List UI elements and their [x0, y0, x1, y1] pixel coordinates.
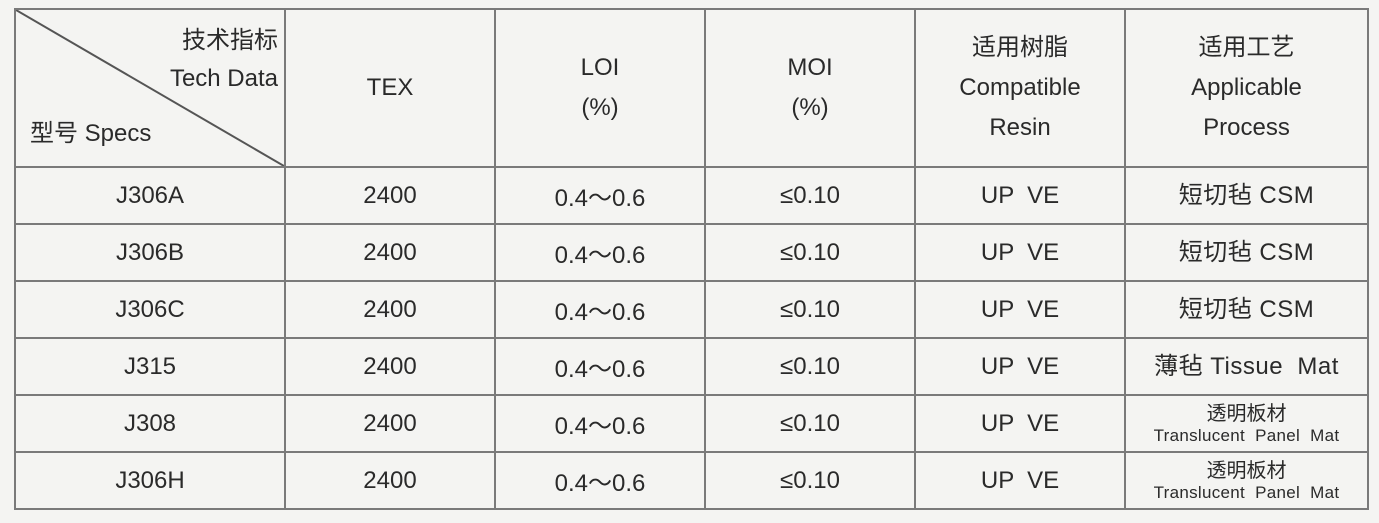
loi-cell: 0.4～0.6 [494, 223, 706, 282]
tech-data-zh: 技术指标 [182, 27, 278, 54]
table-row: J308 2400 0.4～0.6 ≤0.10 UP VE 透明板材 Trans… [14, 394, 1369, 453]
tech-data-label: 技术指标 Tech Data [170, 22, 278, 98]
loi-cell: 0.4～0.6 [494, 337, 706, 396]
resin-cell: UP VE [914, 280, 1126, 339]
moi-cell: ≤0.10 [704, 451, 916, 510]
corner-header-cell: 技术指标 Tech Data 型号 Specs [14, 8, 286, 168]
diagonal-divider [16, 10, 284, 166]
resin-en1: Compatible [959, 74, 1081, 101]
process-en-text: Translucent Panel Mat [1153, 482, 1340, 502]
spec-cell: J306B [14, 223, 286, 282]
process-zh-text: 透明板材 [1206, 459, 1287, 482]
resin-zh: 适用树脂 [972, 34, 1068, 61]
tex-header: TEX [284, 8, 496, 168]
moi-cell: ≤0.10 [704, 166, 916, 225]
table-row: J306C 2400 0.4～0.6 ≤0.10 UP VE 短切毡 CSM [14, 280, 1369, 339]
resin-cell: UP VE [914, 394, 1126, 453]
loi-label: LOI [580, 54, 620, 81]
loi-cell: 0.4～0.6 [494, 394, 706, 453]
loi-cell: 0.4～0.6 [494, 451, 706, 510]
resin-cell: UP VE [914, 337, 1126, 396]
tex-cell: 2400 [284, 337, 496, 396]
moi-label: MOI [787, 54, 833, 81]
moi-header: MOI (%) [704, 8, 916, 168]
specs-label: 型号 Specs [30, 120, 152, 147]
process-cell: 短切毡 CSM [1124, 223, 1369, 282]
tech-data-en: Tech Data [169, 65, 278, 92]
table-row: J306B 2400 0.4～0.6 ≤0.10 UP VE 短切毡 CSM [14, 223, 1369, 282]
process-cell: 透明板材 Translucent Panel Mat [1124, 451, 1369, 510]
process-zh-text: 透明板材 [1206, 402, 1287, 425]
process-cell: 透明板材 Translucent Panel Mat [1124, 394, 1369, 453]
resin-header: 适用树脂 Compatible Resin [914, 8, 1126, 168]
loi-cell: 0.4～0.6 [494, 280, 706, 339]
table-header-row: 技术指标 Tech Data 型号 Specs TEX LOI (%) MOI … [14, 8, 1369, 168]
process-cell: 短切毡 CSM [1124, 280, 1369, 339]
moi-unit: (%) [791, 94, 829, 121]
process-en-text: Translucent Panel Mat [1153, 425, 1340, 445]
moi-cell: ≤0.10 [704, 280, 916, 339]
moi-cell: ≤0.10 [704, 337, 916, 396]
moi-cell: ≤0.10 [704, 223, 916, 282]
table-row: J315 2400 0.4～0.6 ≤0.10 UP VE 薄毡 Tissue … [14, 337, 1369, 396]
process-cell: 薄毡 Tissue Mat [1124, 337, 1369, 396]
tex-cell: 2400 [284, 166, 496, 225]
spec-cell: J306A [14, 166, 286, 225]
loi-unit: (%) [581, 94, 619, 121]
spec-cell: J308 [14, 394, 286, 453]
process-zh: 适用工艺 [1198, 34, 1295, 61]
tex-cell: 2400 [284, 394, 496, 453]
moi-cell: ≤0.10 [704, 394, 916, 453]
process-cell: 短切毡 CSM [1124, 166, 1369, 225]
loi-cell: 0.4～0.6 [494, 166, 706, 225]
resin-cell: UP VE [914, 223, 1126, 282]
spec-cell: J315 [14, 337, 286, 396]
resin-cell: UP VE [914, 451, 1126, 510]
spec-cell: J306H [14, 451, 286, 510]
tex-cell: 2400 [284, 451, 496, 510]
spec-cell: J306C [14, 280, 286, 339]
table-row: J306A 2400 0.4～0.6 ≤0.10 UP VE 短切毡 CSM [14, 166, 1369, 225]
process-header: 适用工艺 Applicable Process [1124, 8, 1369, 168]
resin-en2: Resin [989, 114, 1051, 141]
process-en1: Applicable [1191, 74, 1302, 101]
tex-cell: 2400 [284, 280, 496, 339]
spec-table: 技术指标 Tech Data 型号 Specs TEX LOI (%) MOI … [14, 8, 1369, 510]
loi-header: LOI (%) [494, 8, 706, 168]
table-row: J306H 2400 0.4～0.6 ≤0.10 UP VE 透明板材 Tran… [14, 451, 1369, 510]
process-en2: Process [1203, 114, 1290, 141]
resin-cell: UP VE [914, 166, 1126, 225]
tex-cell: 2400 [284, 223, 496, 282]
